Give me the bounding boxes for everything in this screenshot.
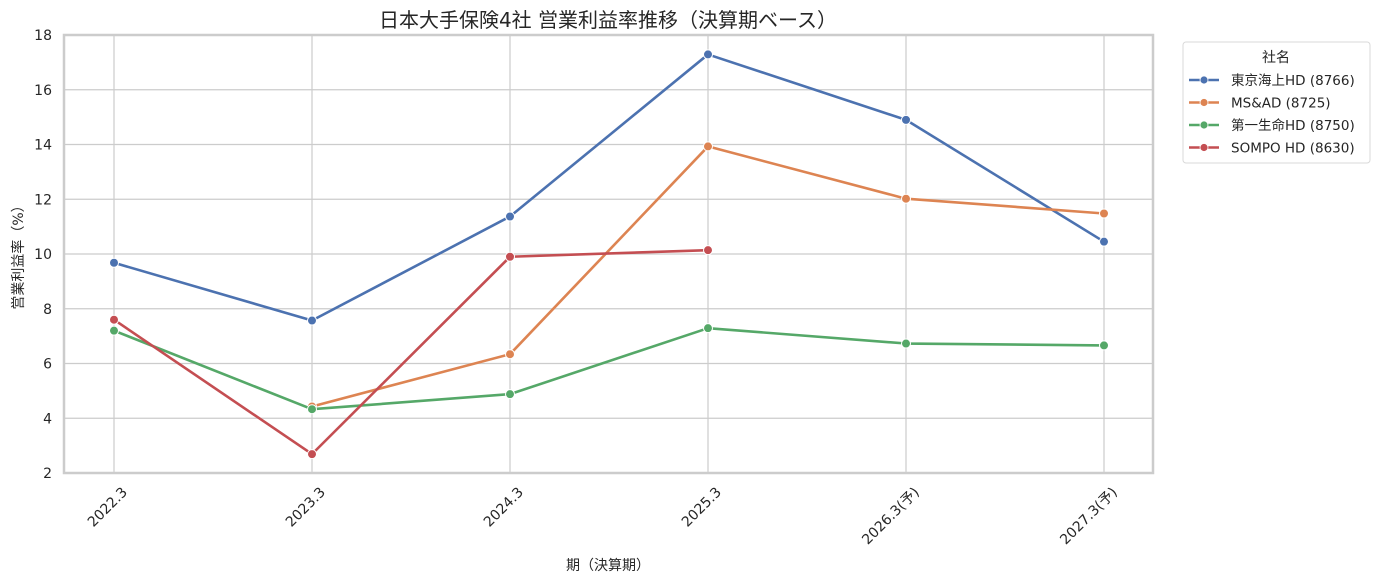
legend-marker-icon bbox=[1199, 75, 1209, 85]
legend-marker-icon bbox=[1199, 143, 1209, 152]
x-tick-label: 2027.3(予) bbox=[1057, 485, 1121, 549]
y-tick-label: 10 bbox=[34, 247, 52, 263]
y-tick-label: 16 bbox=[34, 83, 52, 99]
y-tick-label: 8 bbox=[43, 302, 52, 318]
data-point-marker bbox=[505, 349, 515, 360]
data-point-marker bbox=[307, 404, 317, 415]
data-point-marker bbox=[505, 251, 515, 262]
data-point-marker bbox=[307, 315, 317, 326]
series-line bbox=[112, 326, 1106, 411]
series-3 bbox=[109, 245, 713, 460]
legend-label: SOMPO HD (8630) bbox=[1231, 141, 1355, 157]
legend-label: MS&AD (8725) bbox=[1231, 96, 1331, 112]
series-0 bbox=[109, 49, 1109, 326]
data-point-marker bbox=[109, 314, 119, 325]
data-point-marker bbox=[703, 323, 713, 334]
legend: 社名 東京海上HD (8766) MS&AD (8725) 第一生命HD (8750… bbox=[1182, 41, 1371, 164]
data-point-marker bbox=[505, 211, 515, 222]
data-point-marker bbox=[109, 257, 119, 268]
y-axis-label: 営業利益率（%） bbox=[10, 198, 27, 309]
y-tick-label: 6 bbox=[43, 357, 52, 373]
data-point-marker bbox=[703, 141, 713, 152]
data-point-marker bbox=[1099, 236, 1109, 247]
data-point-marker bbox=[901, 193, 911, 204]
legend-title: 社名 bbox=[1262, 50, 1290, 66]
legend-label: 東京海上HD (8766) bbox=[1231, 73, 1355, 89]
x-tick-label: 2022.3 bbox=[85, 485, 131, 531]
y-tick-label: 18 bbox=[34, 28, 52, 44]
series-layer bbox=[109, 49, 1109, 460]
data-point-marker bbox=[703, 49, 713, 60]
data-point-marker bbox=[307, 449, 317, 460]
x-tick-label: 2024.3 bbox=[481, 485, 527, 531]
x-tick-label: 2023.3 bbox=[283, 485, 329, 531]
y-tick-label: 4 bbox=[43, 411, 52, 427]
x-tick-label: 2025.3 bbox=[679, 485, 725, 531]
y-tick-label: 2 bbox=[43, 466, 52, 482]
series-line bbox=[112, 53, 1106, 322]
legend-item: 東京海上HD (8766) bbox=[1189, 73, 1355, 89]
legend-items: 東京海上HD (8766) MS&AD (8725) 第一生命HD (8750) SO… bbox=[1189, 73, 1355, 157]
plot-frame bbox=[62, 33, 1155, 475]
x-axis-label: 期（決算期） bbox=[566, 558, 650, 574]
legend-item: SOMPO HD (8630) bbox=[1189, 141, 1355, 157]
chart-title: 日本大手保険4社 営業利益率推移（決算期ベース） bbox=[379, 8, 837, 32]
y-axis-ticks: 2 4 6 8 10 12 14 16 18 bbox=[34, 28, 52, 482]
legend-label: 第一生命HD (8750) bbox=[1231, 117, 1355, 134]
series-line bbox=[112, 248, 710, 456]
data-point-marker bbox=[109, 325, 119, 336]
data-point-marker bbox=[703, 245, 713, 256]
data-point-marker bbox=[505, 389, 515, 400]
y-tick-label: 14 bbox=[34, 138, 52, 154]
legend-item: MS&AD (8725) bbox=[1189, 96, 1331, 112]
legend-marker-icon bbox=[1199, 98, 1209, 107]
legend-box bbox=[1182, 41, 1371, 164]
data-point-marker bbox=[1099, 340, 1109, 351]
data-point-marker bbox=[901, 338, 911, 349]
x-axis-ticks: 2022.3 2023.3 2024.3 2025.3 2026.3(予) 2027.3(… bbox=[85, 485, 1121, 549]
x-tick-label: 2026.3(予) bbox=[859, 485, 923, 549]
legend-marker-icon bbox=[1199, 120, 1209, 130]
legend-item: 第一生命HD (8750) bbox=[1189, 117, 1355, 134]
y-tick-label: 12 bbox=[34, 192, 52, 208]
series-2 bbox=[109, 323, 1109, 415]
data-point-marker bbox=[1099, 208, 1109, 219]
data-point-marker bbox=[901, 114, 911, 125]
